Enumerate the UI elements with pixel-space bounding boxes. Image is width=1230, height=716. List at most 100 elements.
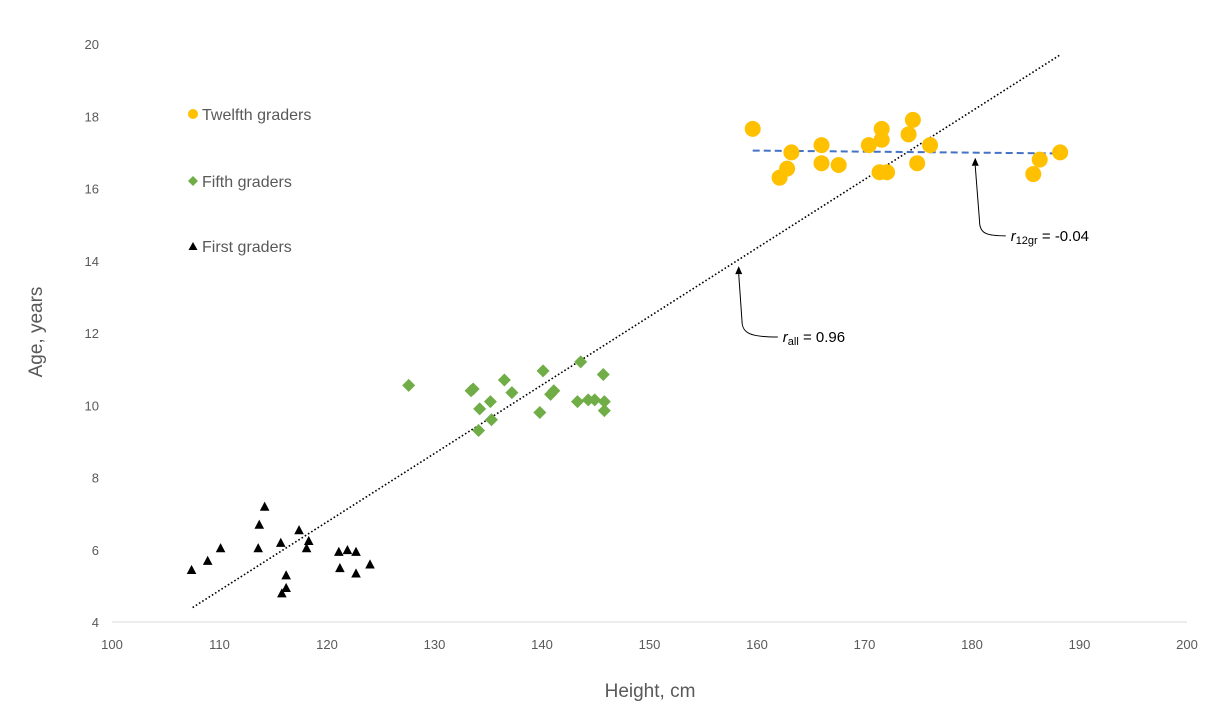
first-grader-point <box>303 535 314 546</box>
first-grader-point <box>254 519 265 529</box>
overall-trendline <box>192 54 1061 609</box>
fifth-grader-point <box>596 368 610 382</box>
fifth-grader-point <box>588 393 602 407</box>
x-axis-title: Height, cm <box>605 681 696 702</box>
legend-first-graders-marker <box>188 242 198 250</box>
y-tick-label: 14 <box>85 254 99 269</box>
fifth-grader-point <box>597 404 611 418</box>
first-grader-point <box>301 543 312 553</box>
x-tick-label: 140 <box>531 637 553 652</box>
axes: 100 110 120 130 140 150 160 170 180 190 200 4 6 8 10 12… <box>85 37 1198 652</box>
r-all-value: = 0.96 <box>799 329 845 346</box>
r-all-label: rall = 0.96 <box>783 329 845 348</box>
twelfth-grader-point <box>909 155 926 172</box>
fifth-grader-point <box>505 386 519 400</box>
fifth-grader-point <box>483 395 497 409</box>
twelfth-grader-point <box>783 144 800 161</box>
first-grader-point <box>259 501 270 511</box>
legend-twelfth-graders-label: Twelfth graders <box>202 107 311 124</box>
x-tick-label: 190 <box>1069 637 1091 652</box>
trendlines <box>192 54 1061 609</box>
r-12gr-arrowhead <box>971 157 979 166</box>
legend-twelfth-graders-marker <box>188 109 198 119</box>
x-tick-label: 130 <box>424 637 446 652</box>
fifth-grader-point <box>484 413 498 427</box>
twelfth-grader-point <box>830 157 847 174</box>
first-grader-point <box>334 546 344 556</box>
first-grader-point <box>253 543 263 553</box>
x-tick-label: 170 <box>854 637 876 652</box>
y-axis-title: Age, years <box>26 287 47 378</box>
legend-fifth-graders-marker <box>188 176 198 186</box>
first-grader-point <box>351 546 361 556</box>
twelfth-grader-point <box>860 137 877 154</box>
r-all-symbol: r <box>783 329 789 346</box>
first-grader-point <box>186 564 197 574</box>
fifth-grader-point <box>574 355 588 369</box>
r-12gr-connector <box>974 165 1006 237</box>
y-tick-label: 16 <box>85 182 99 197</box>
first-grader-point <box>281 570 291 580</box>
legend-first-graders-label: First graders <box>202 239 292 256</box>
first-grader-point <box>335 563 345 573</box>
first-grader-point <box>281 582 291 593</box>
x-tick-label: 160 <box>746 637 768 652</box>
r-12gr-symbol: r <box>1011 228 1017 245</box>
fifth-grader-point <box>466 382 480 396</box>
fifth-grader-point <box>533 405 547 419</box>
fifth-grader-point <box>402 378 416 392</box>
x-tick-label: 120 <box>316 637 338 652</box>
first-grader-point <box>277 588 287 598</box>
fifth-grader-point <box>536 364 550 378</box>
twelfth-grader-point <box>879 164 896 181</box>
fifth-grader-point <box>472 424 486 438</box>
twelfth-grader-point <box>922 137 939 154</box>
fifth-grader-point <box>570 395 584 409</box>
r-all-connector <box>738 274 778 338</box>
r-12gr-label: r12gr = -0.04 <box>1011 228 1089 247</box>
y-tick-label: 12 <box>85 326 99 341</box>
y-tick-label: 18 <box>85 109 99 124</box>
x-tick-label: 110 <box>209 637 230 652</box>
twelfth-grader-point <box>1025 166 1042 183</box>
twelfth-grader-point <box>904 111 921 128</box>
first-grader-point <box>215 543 226 553</box>
twelfth-grader-point <box>779 160 796 177</box>
x-tick-label: 150 <box>639 637 661 652</box>
data-points <box>186 111 1069 598</box>
x-tick-label: 200 <box>1176 637 1198 652</box>
twelfth-grader-point <box>813 155 830 172</box>
y-tick-label: 4 <box>92 615 99 630</box>
fifth-grader-point <box>597 395 611 409</box>
r-all-arrowhead <box>735 266 743 275</box>
first-grader-point <box>275 537 286 547</box>
fifth-grader-point <box>473 402 487 416</box>
y-tick-label: 10 <box>85 398 99 413</box>
twelfth-grader-point <box>873 131 890 148</box>
x-tick-label: 100 <box>101 637 123 652</box>
x-tick-label: 180 <box>961 637 983 652</box>
fifth-grader-point <box>497 373 511 387</box>
y-tick-label: 8 <box>92 471 99 486</box>
twelfth-grader-point <box>813 137 830 154</box>
twelfth-grader-point <box>1031 151 1048 168</box>
twelfth-trendline <box>752 149 1061 155</box>
y-tick-label: 20 <box>85 37 99 52</box>
twelfth-grader-point <box>900 126 917 143</box>
r-12gr-subscript: 12gr <box>1016 235 1038 247</box>
twelfth-grader-point <box>1052 144 1069 161</box>
first-grader-point <box>294 525 304 535</box>
twelfth-grader-point <box>744 120 761 137</box>
legend-fifth-graders-label: Fifth graders <box>202 174 292 191</box>
y-tick-label: 6 <box>92 543 99 558</box>
legend: Twelfth graders Fifth graders First grader… <box>188 107 311 256</box>
first-grader-point <box>365 559 375 569</box>
first-grader-point <box>342 544 353 555</box>
r-all-subscript: all <box>788 336 799 348</box>
first-grader-point <box>351 568 361 578</box>
fifth-grader-point <box>547 384 561 398</box>
first-grader-point <box>202 555 213 565</box>
r-12gr-value: = -0.04 <box>1038 228 1089 245</box>
